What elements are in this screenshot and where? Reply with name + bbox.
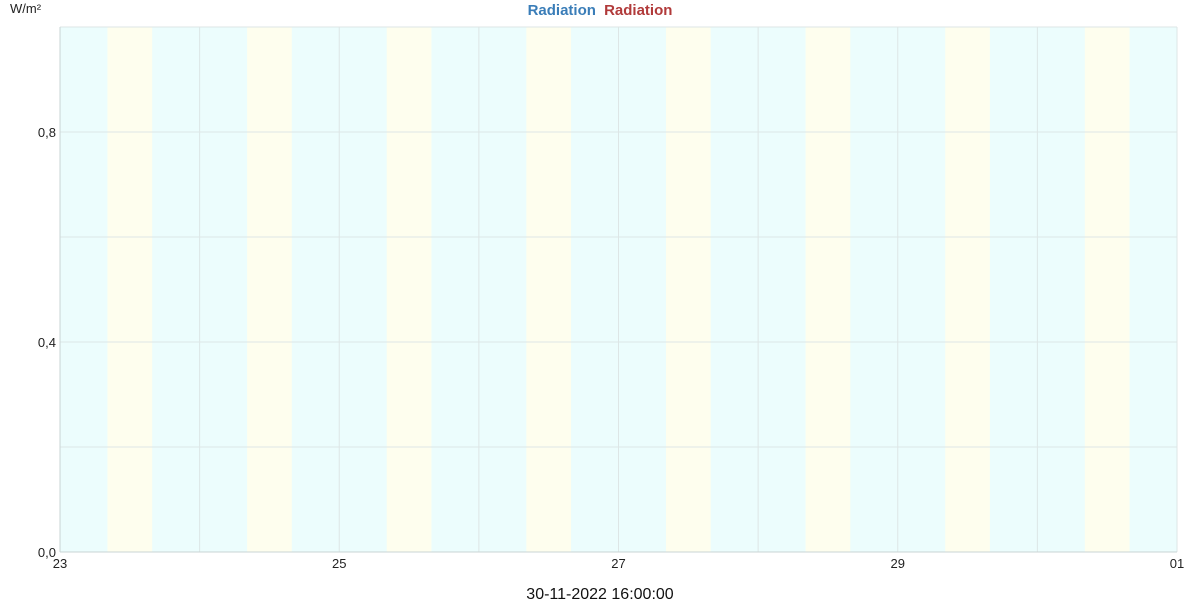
day-band-1 [107, 27, 153, 552]
day-night-bands [107, 27, 1130, 552]
y-tick-label: 0,0 [38, 545, 56, 560]
x-tick-label: 01 [1170, 556, 1184, 571]
axes [59, 27, 1177, 553]
x-tick-label: 23 [53, 556, 67, 571]
title-part-2: Radiation [604, 2, 672, 19]
x-tick-label: 29 [891, 556, 905, 571]
day-band-7 [945, 27, 990, 552]
day-band-3 [386, 27, 432, 552]
day-band-8 [1084, 27, 1130, 552]
x-tick-label: 27 [611, 556, 625, 571]
y-axis-unit-label: W/m² [10, 1, 42, 16]
day-band-6 [805, 27, 851, 552]
footer-timestamp: 30-11-2022 16:00:00 [526, 586, 673, 600]
chart-title: Radiation Radiation [528, 2, 673, 19]
x-tick-labels: 23 25 27 29 01 [53, 556, 1184, 571]
y-tick-label: 0,8 [38, 125, 56, 140]
x-tick-label: 25 [332, 556, 346, 571]
y-tick-label: 0,4 [38, 335, 56, 350]
y-tick-labels: 0,0 0,4 0,8 [38, 125, 56, 560]
title-part-1: Radiation [528, 2, 596, 19]
day-band-4 [526, 27, 572, 552]
day-band-5 [665, 27, 711, 552]
day-band-2 [247, 27, 292, 552]
